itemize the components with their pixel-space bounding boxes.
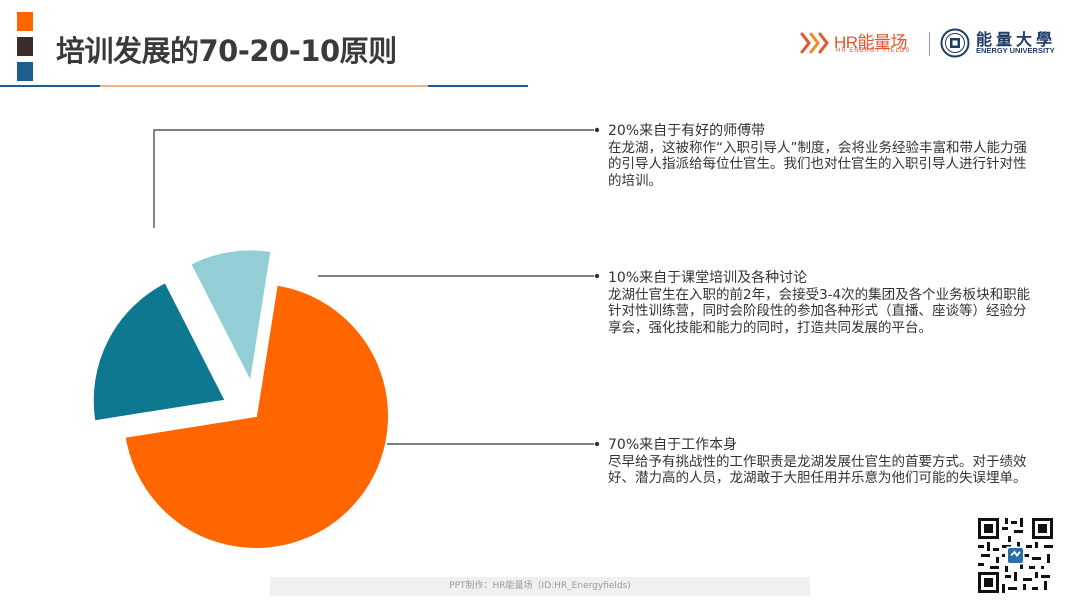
accent-square-dark <box>17 37 33 56</box>
annotation-10-body: 龙湖仕官生在入职的前2年，会接受3-4次的集团及各个业务板块和职能针对性训练营，… <box>608 286 1031 336</box>
qr-code-icon <box>978 518 1053 593</box>
accent-square-orange <box>17 12 33 31</box>
annotation-70: 70%来自于工作本身 尽早给予有挑战性的工作职责是龙湖发展仕官生的首要方式。对于… <box>608 437 1038 487</box>
leader-dot-10 <box>594 273 600 279</box>
annotation-20-body: 在龙湖，这被称作“入职引导人”制度，会将业务经验丰富和带人能力强的引导人指派给每… <box>608 139 1027 189</box>
leader-dot-70 <box>594 441 600 447</box>
annotation-10: 10%来自于课堂培训及各种讨论 龙湖仕官生在入职的前2年，会接受3-4次的集团及… <box>608 270 1038 336</box>
pie-slice-10 <box>188 248 273 386</box>
hr-logo-text: HR能量场 <box>834 33 908 52</box>
header-rule-accent <box>100 85 428 87</box>
university-seal-icon <box>940 28 970 58</box>
annotation-20-heading: 20%来自于有好的师傅带 <box>608 123 766 139</box>
pie-slice-20 <box>91 280 228 423</box>
annotation-20: 20%来自于有好的师傅带 在龙湖，这被称作“入职引导人”制度，会将业务经验丰富和… <box>608 123 1038 189</box>
accent-square-blue <box>17 62 33 81</box>
pie-slice-70 <box>123 283 390 550</box>
energy-university-logo: 能量大學 ENERGY UNIVERSITY <box>940 26 1065 60</box>
annotation-70-body: 尽早给予有挑战性的工作职责是龙湖发展仕官生的首要方式。对于绩效好、潜力高的人员，… <box>608 453 1027 487</box>
annotation-10-heading: 10%来自于课堂培训及各种讨论 <box>608 270 808 286</box>
page-title: 培训发展的70-20-10原则 <box>56 34 397 68</box>
logo-divider <box>929 32 930 56</box>
leader-line-20 <box>153 129 594 228</box>
leader-dot-20 <box>594 127 600 133</box>
hr-energy-fields-logo: HR能量场 HR ENERGY FIELDS <box>800 28 922 58</box>
annotation-70-heading: 70%来自于工作本身 <box>608 437 738 453</box>
university-logo-en: ENERGY UNIVERSITY <box>976 46 1055 55</box>
university-logo-cn: 能量大學 <box>976 30 1057 49</box>
hr-logo-subtext: HR ENERGY FIELDS <box>836 48 911 54</box>
hr-logo-icon <box>800 32 829 54</box>
footer-credit: PPT制作：HR能量场（ID:HR_Energyfields) <box>270 577 810 596</box>
